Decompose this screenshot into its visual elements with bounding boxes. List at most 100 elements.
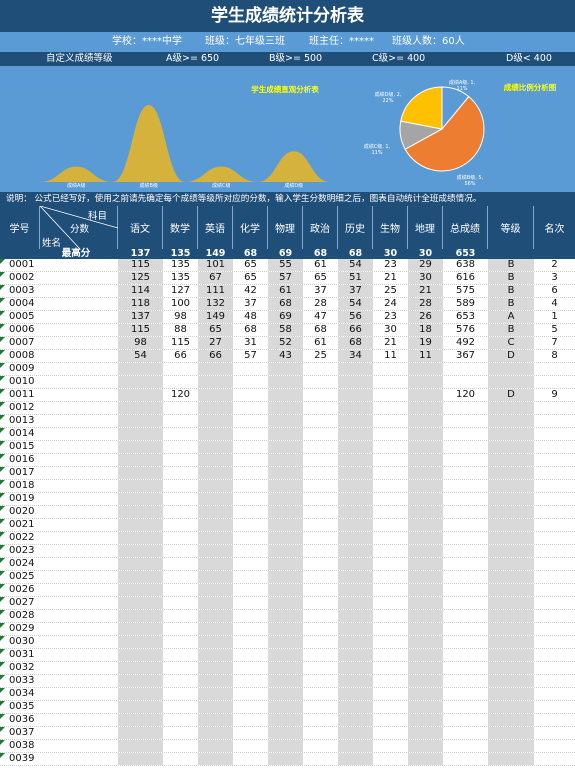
score-cell[interactable] [233,376,268,388]
score-cell[interactable] [268,428,303,440]
grade-cell[interactable] [488,467,534,479]
score-cell[interactable]: 66 [174,350,187,361]
score-cell[interactable] [233,480,268,492]
total-cell[interactable]: 638 [455,259,476,270]
score-cell[interactable]: 23 [384,311,397,322]
score-cell[interactable] [303,441,338,453]
score-cell[interactable]: 68 [338,337,373,349]
score-cell[interactable]: 43 [268,350,303,362]
score-cell[interactable] [233,428,268,440]
score-cell[interactable] [163,675,198,687]
score-cell[interactable] [373,662,408,674]
score-cell[interactable] [408,662,443,674]
score-cell[interactable] [373,506,408,518]
score-cell[interactable] [303,727,338,739]
score-cell[interactable]: 115 [118,324,163,336]
score-cell[interactable] [408,519,443,531]
grade-cell[interactable] [488,532,534,544]
rank-cell[interactable] [534,376,575,388]
score-cell[interactable] [338,714,373,726]
total-cell[interactable] [443,428,488,440]
rank-cell[interactable] [534,558,575,570]
total-cell[interactable] [443,480,488,492]
score-cell[interactable] [198,714,233,726]
score-cell[interactable] [373,597,408,609]
score-cell[interactable]: 37 [338,285,373,297]
score-cell[interactable] [268,415,303,427]
total-cell[interactable] [443,545,488,557]
score-cell[interactable] [118,428,163,440]
score-cell[interactable]: 61 [268,285,303,297]
score-cell[interactable] [118,441,163,453]
total-cell[interactable] [443,714,488,726]
rank-cell[interactable] [534,467,575,479]
score-cell[interactable] [233,597,268,609]
score-cell[interactable] [338,675,373,687]
score-cell[interactable] [233,571,268,583]
score-cell[interactable] [163,714,198,726]
score-cell[interactable] [303,662,338,674]
score-cell[interactable]: 54 [338,259,373,271]
score-cell[interactable] [338,519,373,531]
score-cell[interactable]: 100 [170,298,191,309]
total-cell[interactable]: 589 [455,298,476,309]
score-cell[interactable]: 135 [170,259,191,270]
total-cell[interactable] [443,519,488,531]
grade-cell[interactable] [488,623,534,635]
score-cell[interactable] [408,714,443,726]
score-cell[interactable] [118,662,163,674]
total-cell[interactable] [443,623,488,635]
header-math[interactable]: 数学 [163,206,198,249]
grade-cell[interactable] [488,662,534,674]
score-cell[interactable] [303,493,338,505]
grade-cell[interactable]: A [488,311,534,323]
score-cell[interactable] [118,649,163,661]
rank-cell[interactable]: 5 [551,324,558,335]
rank-cell[interactable]: 7 [551,337,558,348]
grade-cell[interactable] [488,597,534,609]
score-cell[interactable] [163,584,198,596]
rank-cell[interactable]: 9 [551,389,558,400]
header-rank[interactable]: 名次 [544,224,565,235]
score-cell[interactable] [198,623,233,635]
score-cell[interactable] [373,727,408,739]
score-cell[interactable] [373,701,408,713]
header-id[interactable]: 学号 [0,206,40,249]
score-cell[interactable] [118,636,163,648]
score-cell[interactable] [163,480,198,492]
score-cell[interactable]: 47 [314,311,327,322]
score-cell[interactable] [233,727,268,739]
score-cell[interactable] [163,636,198,648]
score-cell[interactable] [118,688,163,700]
student-id-cell[interactable]: 0019 [0,493,40,505]
score-cell[interactable] [198,740,233,752]
score-cell[interactable] [163,415,198,427]
rank-cell[interactable] [534,597,575,609]
score-cell[interactable] [268,701,303,713]
score-cell[interactable] [118,753,163,765]
score-cell[interactable] [338,454,373,466]
score-cell[interactable] [338,389,373,401]
total-cell[interactable] [443,558,488,570]
score-cell[interactable] [198,571,233,583]
score-cell[interactable] [163,532,198,544]
score-cell[interactable] [198,402,233,414]
score-cell[interactable] [408,753,443,765]
score-cell[interactable] [408,675,443,687]
score-cell[interactable] [233,415,268,427]
rank-cell[interactable] [534,688,575,700]
total-cell[interactable] [443,441,488,453]
score-cell[interactable] [198,428,233,440]
student-id-cell[interactable]: 0007 [0,337,40,349]
score-cell[interactable]: 34 [338,350,373,362]
score-cell[interactable]: 101 [198,259,233,271]
score-cell[interactable] [118,506,163,518]
score-cell[interactable] [303,454,338,466]
score-cell[interactable]: 57 [268,272,303,284]
score-cell[interactable] [233,623,268,635]
total-cell[interactable] [443,649,488,661]
rank-cell[interactable] [534,753,575,765]
score-cell[interactable]: 65 [244,259,257,270]
score-cell[interactable] [163,441,198,453]
score-cell[interactable] [233,389,268,401]
